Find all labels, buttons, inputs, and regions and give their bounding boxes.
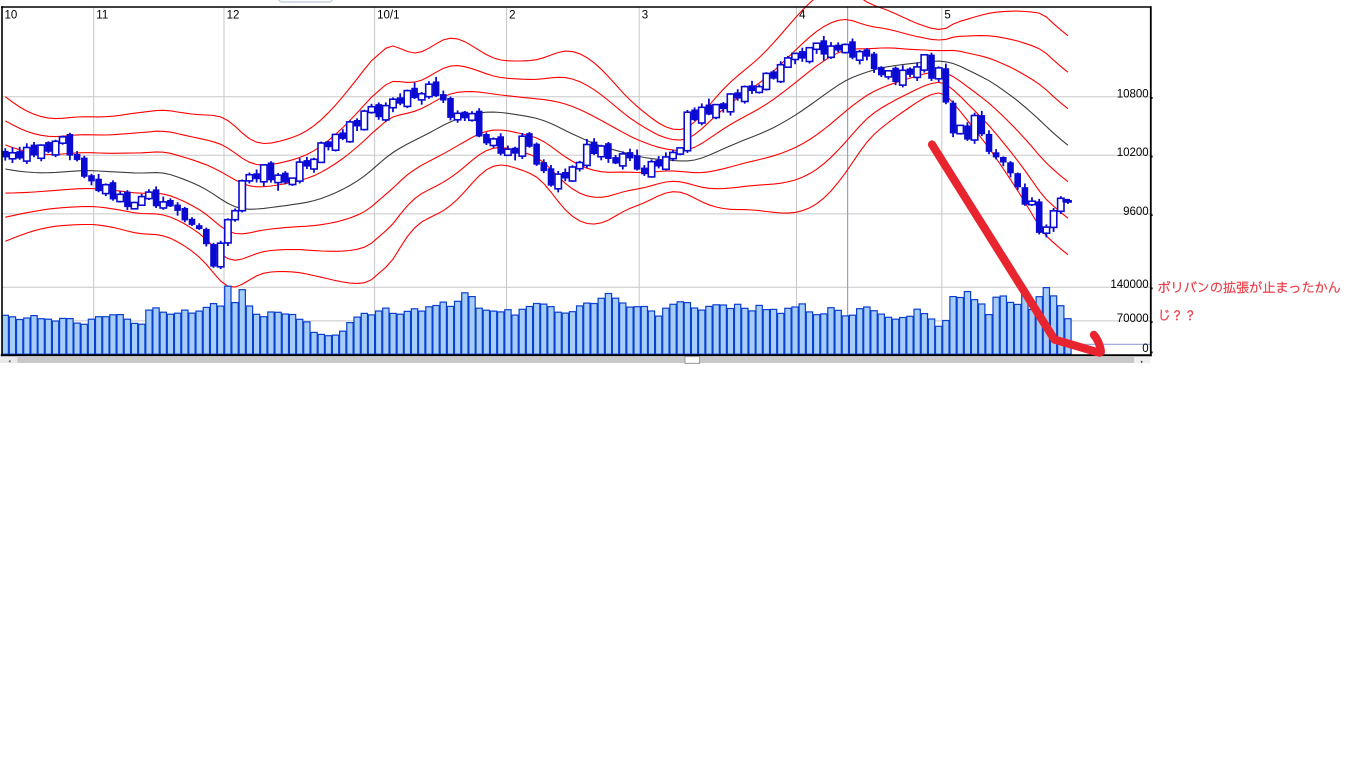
svg-text:9600: 9600 [1123, 206, 1149, 218]
svg-text:3: 3 [642, 9, 648, 21]
svg-text:5: 5 [944, 9, 950, 21]
svg-text:11: 11 [96, 9, 108, 21]
svg-text:10: 10 [5, 9, 18, 21]
svg-text:10800: 10800 [1117, 89, 1149, 101]
svg-text:0: 0 [1142, 343, 1148, 355]
svg-text:70000: 70000 [1117, 313, 1149, 325]
svg-text:140000: 140000 [1110, 279, 1148, 291]
svg-text:4: 4 [799, 9, 806, 21]
svg-text:10200: 10200 [1117, 147, 1149, 159]
svg-text:2: 2 [509, 9, 515, 21]
svg-text:10/1: 10/1 [377, 9, 399, 21]
svg-text:12: 12 [227, 9, 240, 21]
